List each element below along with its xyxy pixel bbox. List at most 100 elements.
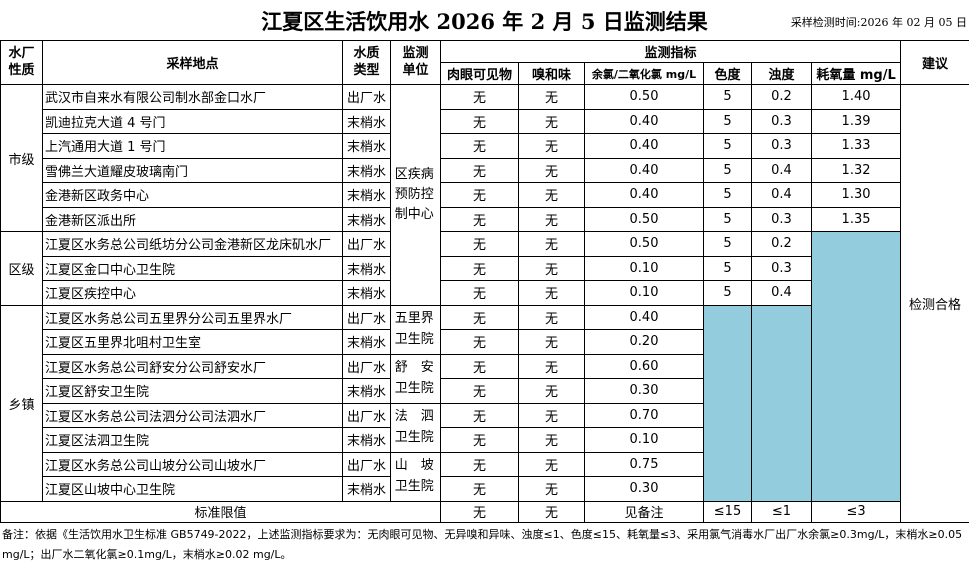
value: 无 [440,280,519,306]
value: 5 [703,280,752,306]
value: 无 [440,206,519,232]
title: 江夏区生活饮用水 2026 年 2 月 5 日监测结果 [261,9,708,34]
value: 无 [518,206,585,232]
value: 0.2 [751,231,812,257]
value: 5 [703,157,752,183]
value: 0.4 [751,280,812,306]
value: 0.4 [751,157,812,183]
standard-label: 标准限值 [0,500,441,523]
value: 无 [440,329,519,355]
blank-cell [703,304,752,502]
water-type: 末梢水 [342,476,391,502]
water-type: 末梢水 [342,133,391,159]
value: 0.20 [584,329,704,355]
value: 0.40 [584,108,704,134]
value: 0.4 [751,182,812,208]
value: 0.3 [751,206,812,232]
unit: 舒 安卫生院 [394,360,434,396]
column-header: 嗅和味 [518,62,585,85]
header-text: 水厂性质 [8,46,35,78]
value: 无 [440,231,519,257]
value: 0.3 [751,255,812,281]
value: 0.2 [751,84,812,110]
group-label: 区级 [0,231,43,306]
unit-cell: 五里界卫生院 [390,304,441,355]
unit: 山 坡卫生院 [394,458,434,494]
value: 无 [440,255,519,281]
data-row: 金港新区派出所 末梢水无无 0.50 5 0.3 1.35 [1,206,969,232]
column-header: 色度 [703,62,752,85]
water-type: 出厂水 [342,451,391,477]
column-header: 肉眼可见物 [440,62,519,85]
standard-row: 标准限值无无见备注 ≤15 ≤1 ≤3 [0,500,969,523]
value: 无 [518,329,585,355]
value: 无 [518,231,585,257]
value: 无 [518,353,585,379]
site: 凯迪拉克大道 4 号门 [42,108,343,134]
value: 无 [518,255,585,281]
value: 无 [518,108,585,134]
site: 江夏区疾控中心 [42,280,343,306]
value: 1.39 [810,108,902,134]
site: 江夏区五里界北咀村卫生室 [42,329,343,355]
value: 1.40 [810,84,902,110]
value: 5 [703,182,752,208]
header-text: 监测单位 [402,46,429,78]
value: 0.50 [584,231,704,257]
value: 5 [703,108,752,134]
data-row: 区级 江夏区水务总公司纸坊分公司金港新区龙床矶水厂 出厂水无无 0.50 5 0.2 [0,231,969,502]
data-row: 江夏区山坡中心卫生院 末梢水无无 0.30 [1,476,969,502]
data-row: 江夏区水务总公司山坡分公司山坡水厂 出厂水山 坡卫生院无无 0.75 [1,451,969,502]
water-type: 末梢水 [342,255,391,281]
value: 无 [440,476,519,502]
value: 无 [440,378,519,404]
header-cell: 监测单位 [390,40,441,85]
site: 金港新区派出所 [42,206,343,232]
water-type: 末梢水 [342,108,391,134]
header-cell: 监测指标 [439,40,902,63]
unit-cell: 山 坡卫生院 [390,451,441,502]
value: 1.30 [810,182,902,208]
site: 江夏区水务总公司五里界分公司五里界水厂 [42,304,343,330]
value: 无 [518,476,585,502]
value: 0.3 [751,108,812,134]
data-row: 凯迪拉克大道 4 号门 末梢水无无 0.40 5 0.3 1.39 [1,108,969,134]
unit: 五里界卫生院 [394,311,434,347]
site: 江夏区水务总公司纸坊分公司金港新区龙床矶水厂 [42,231,343,257]
blank-cell [751,304,812,502]
value: 0.40 [584,182,704,208]
data-row: 江夏区水务总公司舒安分公司舒安水厂 出厂水舒 安卫生院无无 0.60 [1,353,969,404]
header-cell: 建议 [900,40,969,85]
site: 江夏区水务总公司舒安分公司舒安水厂 [42,353,343,379]
value: 0.75 [584,451,704,477]
column-header: 余氯/二氧化氯 mg/L [584,62,704,85]
value: 无 [440,84,519,110]
value: 0.30 [584,378,704,404]
value: 无 [440,108,519,134]
value: 无 [440,353,519,379]
value: 0.60 [584,353,704,379]
value: 无 [440,451,519,477]
standard-value: 无 [440,500,519,523]
unit: 区疾病预防控制中心 [394,166,434,222]
data-row: 市级 武汉市自来水有限公司制水部金口水厂 出厂水 区疾病预防控制中心无无 0.50 5 0.… [0,84,969,523]
water-type: 出厂水 [342,353,391,379]
site: 武汉市自来水有限公司制水部金口水厂 [42,84,343,110]
column-header: 耗氧量 mg/L [810,62,902,85]
value: 无 [518,378,585,404]
data-row: 雪佛兰大道耀皮玻璃南门 末梢水无无 0.40 5 0.4 1.32 [1,157,969,183]
advice: 检测合格 [900,84,969,523]
group-label: 市级 [0,84,43,232]
value: 无 [440,304,519,330]
site: 江夏区水务总公司法泗分公司法泗水厂 [42,402,343,428]
water-type: 末梢水 [342,206,391,232]
table-body: 市级 武汉市自来水有限公司制水部金口水厂 出厂水 区疾病预防控制中心无无 0.50 5 0.… [0,84,969,523]
value: 0.10 [584,255,704,281]
header-cell: 水质类型 [342,40,391,85]
value: 0.70 [584,402,704,428]
standard-value: 见备注 [584,500,704,523]
water-type: 出厂水 [342,304,391,330]
results-table: 水厂性质 采样地点 水质类型 监测单位 监测指标 建议 肉眼可见物 嗅和味 余氯/二… [0,40,969,523]
value: 1.35 [810,206,902,232]
water-type: 出厂水 [342,231,391,257]
